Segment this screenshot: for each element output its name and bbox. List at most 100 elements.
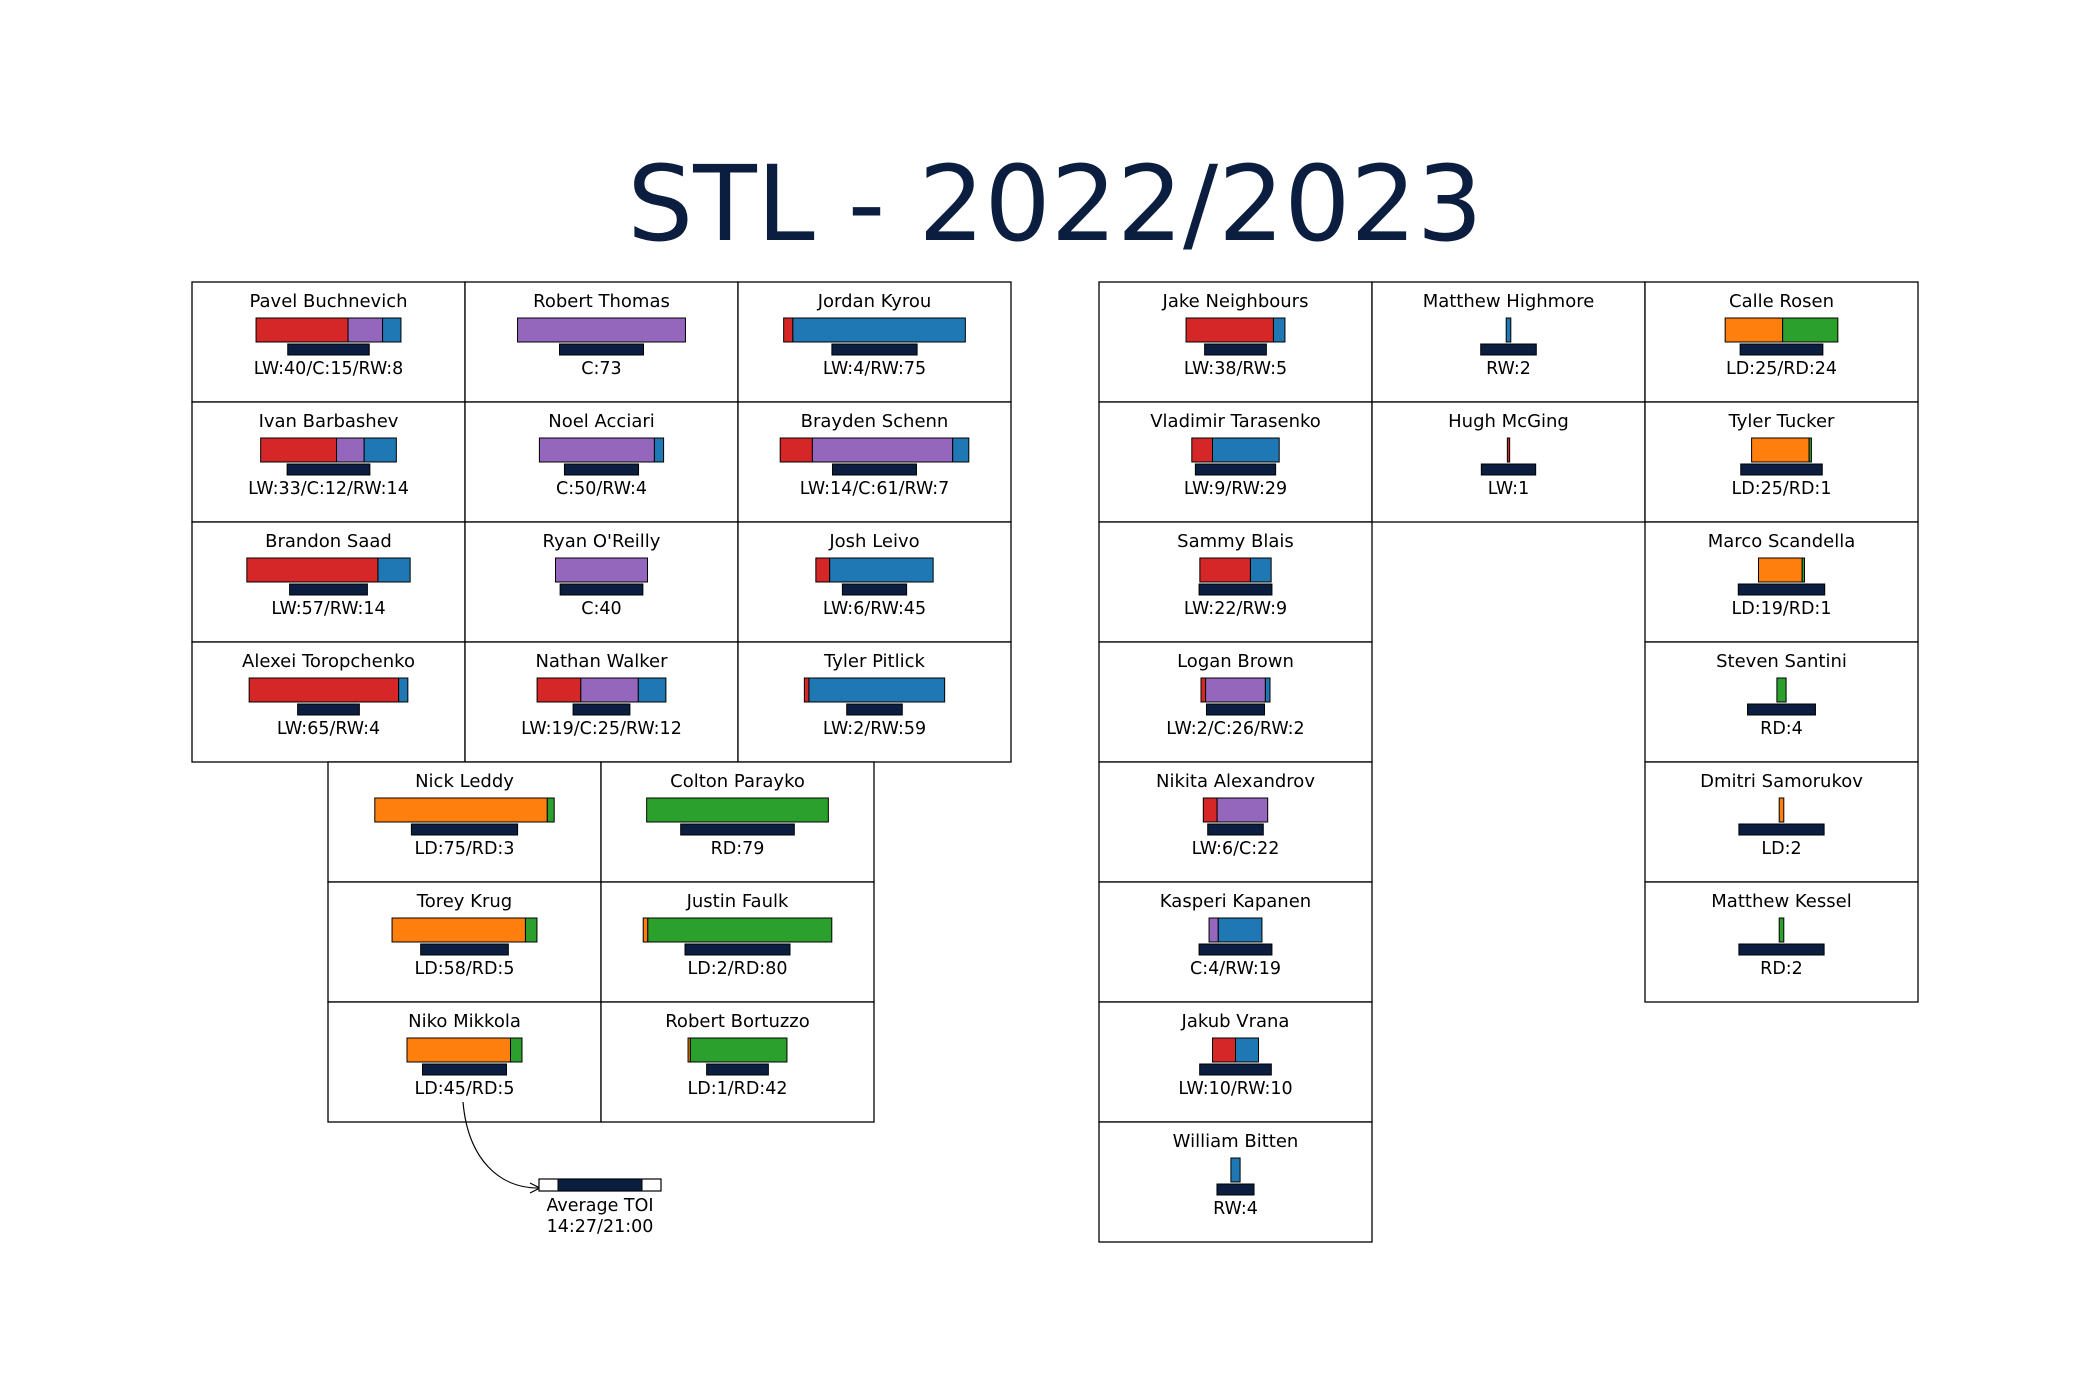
- usage-label: LW:9/RW:29: [1184, 479, 1287, 499]
- usage-bar-rw: [829, 557, 934, 583]
- usage-bar-c: [555, 557, 648, 583]
- usage-bar-rd: [510, 1037, 523, 1063]
- usage-bar-lw: [1191, 437, 1214, 463]
- player-name: Hugh McGing: [1448, 411, 1569, 432]
- player-cell-matthew-highmore: Matthew Highmore RW:2: [1371, 281, 1646, 403]
- toi-bar: [684, 943, 791, 956]
- player-cell-hugh-mcging: Hugh McGing LW:1: [1371, 401, 1646, 523]
- usage-bar-rd: [1782, 317, 1839, 343]
- player-name: Robert Bortuzzo: [665, 1011, 810, 1032]
- toi-bar: [1738, 823, 1825, 836]
- usage-bar-ld: [391, 917, 526, 943]
- player-name: Alexei Toropchenko: [242, 651, 415, 672]
- usage-bar-lw: [1202, 797, 1218, 823]
- usage-bar-lw: [783, 317, 794, 343]
- player-name: Tyler Pitlick: [823, 651, 925, 672]
- player-cell-jakub-vrana: Jakub Vrana LW:10/RW:10: [1098, 1001, 1373, 1123]
- toi-bar: [832, 463, 917, 476]
- usage-bar-ld: [642, 917, 649, 943]
- player-name: Marco Scandella: [1708, 531, 1856, 552]
- player-cell-tyler-tucker: Tyler Tucker LD:25/RD:1: [1644, 401, 1919, 523]
- usage-bar-lw: [1212, 1037, 1236, 1063]
- usage-bar-lw: [1185, 317, 1274, 343]
- player-cell-niko-mikkola: Niko Mikkola LD:45/RD:5: [327, 1001, 602, 1123]
- usage-bar-rw: [398, 677, 409, 703]
- toi-bar: [563, 463, 640, 476]
- usage-bar-rw: [1272, 317, 1286, 343]
- player-name: Ivan Barbashev: [259, 411, 399, 432]
- usage-bar-rw: [377, 557, 411, 583]
- toi-bar: [1198, 943, 1273, 956]
- usage-label: RW:4: [1213, 1199, 1258, 1219]
- player-cell-jake-neighbours: Jake Neighbours LW:38/RW:5: [1098, 281, 1373, 403]
- player-cell-tyler-pitlick: Tyler Pitlick LW:2/RW:59: [737, 641, 1012, 763]
- usage-bar-rw: [1212, 437, 1280, 463]
- usage-bar-lw: [1199, 557, 1251, 583]
- usage-bar-rw: [952, 437, 970, 463]
- player-grid: Pavel Buchnevich LW:40/C:15/RW:8 Robert Th…: [191, 281, 1919, 1243]
- usage-bar-c: [517, 317, 686, 343]
- legend-label: Average TOI: [546, 1196, 653, 1216]
- toi-bar: [841, 583, 908, 596]
- usage-label: C:4/RW:19: [1190, 959, 1281, 979]
- player-name: Matthew Kessel: [1711, 891, 1851, 912]
- toi-bar: [1737, 583, 1826, 596]
- player-cell-william-bitten: William Bitten RW:4: [1098, 1121, 1373, 1243]
- usage-label: LW:57/RW:14: [271, 599, 385, 619]
- usage-bar-ld: [406, 1037, 511, 1063]
- toi-bar: [286, 463, 371, 476]
- toi-bar: [1198, 583, 1273, 596]
- usage-label: LW:40/C:15/RW:8: [254, 359, 404, 379]
- usage-bar-c: [1208, 917, 1219, 943]
- player-cell-nathan-walker: Nathan Walker LW:19/C:25/RW:12: [464, 641, 739, 763]
- player-cell-marco-scandella: Marco Scandella LD:19/RD:1: [1644, 521, 1919, 643]
- usage-bar-ld: [374, 797, 548, 823]
- player-cell-kasperi-kapanen: Kasperi Kapanen C:4/RW:19: [1098, 881, 1373, 1003]
- toi-bar: [297, 703, 360, 716]
- usage-label: LW:33/C:12/RW:14: [248, 479, 409, 499]
- legend-toi-avg: [557, 1178, 643, 1192]
- toi-bar: [1480, 463, 1537, 476]
- usage-bar-rw: [1230, 1157, 1241, 1183]
- player-cell-brandon-saad: Brandon Saad LW:57/RW:14: [191, 521, 466, 643]
- player-cell-jordan-kyrou: Jordan Kyrou LW:4/RW:75: [737, 281, 1012, 403]
- toi-bar: [1207, 823, 1264, 836]
- player-cell-justin-faulk: Justin Faulk LD:2/RD:80: [600, 881, 875, 1003]
- usage-label: LW:6/RW:45: [823, 599, 926, 619]
- player-name: Colton Parayko: [670, 771, 805, 792]
- usage-bar-rw: [808, 677, 946, 703]
- usage-bar-c: [580, 677, 639, 703]
- player-name: Brandon Saad: [265, 531, 392, 552]
- player-name: Sammy Blais: [1177, 531, 1294, 552]
- usage-label: LW:14/C:61/RW:7: [800, 479, 950, 499]
- player-cell-pavel-buchnevich: Pavel Buchnevich LW:40/C:15/RW:8: [191, 281, 466, 403]
- toi-bar: [1216, 1183, 1255, 1196]
- player-cell-brayden-schenn: Brayden Schenn LW:14/C:61/RW:7: [737, 401, 1012, 523]
- toi-bar: [410, 823, 519, 836]
- usage-label: RD:2: [1760, 959, 1803, 979]
- toi-bar: [1199, 1063, 1272, 1076]
- usage-bar-lw: [255, 317, 349, 343]
- toi-bar: [1739, 343, 1824, 356]
- usage-bar-lw: [1506, 437, 1511, 463]
- player-name: Josh Leivo: [828, 531, 919, 552]
- toi-bar: [422, 1063, 507, 1076]
- toi-bar: [706, 1063, 769, 1076]
- usage-bar-lw: [1200, 677, 1207, 703]
- toi-bar: [1740, 463, 1823, 476]
- toi-bar: [287, 343, 370, 356]
- usage-bar-rw: [637, 677, 667, 703]
- usage-bar-rd: [1778, 917, 1785, 943]
- toi-bar: [1194, 463, 1277, 476]
- player-cell-vladimir-tarasenko: Vladimir Tarasenko LW:9/RW:29: [1098, 401, 1373, 523]
- player-cell-dmitri-samorukov: Dmitri Samorukov LD:2: [1644, 761, 1919, 883]
- player-name: Noel Acciari: [548, 411, 655, 432]
- toi-bar: [1738, 943, 1825, 956]
- usage-label: LW:10/RW:10: [1178, 1079, 1292, 1099]
- usage-label: LD:25/RD:24: [1726, 359, 1837, 379]
- usage-label: LW:22/RW:9: [1184, 599, 1287, 619]
- usage-bar-rd: [1776, 677, 1787, 703]
- usage-bar-ld: [1778, 797, 1785, 823]
- player-name: Jakub Vrana: [1181, 1011, 1290, 1032]
